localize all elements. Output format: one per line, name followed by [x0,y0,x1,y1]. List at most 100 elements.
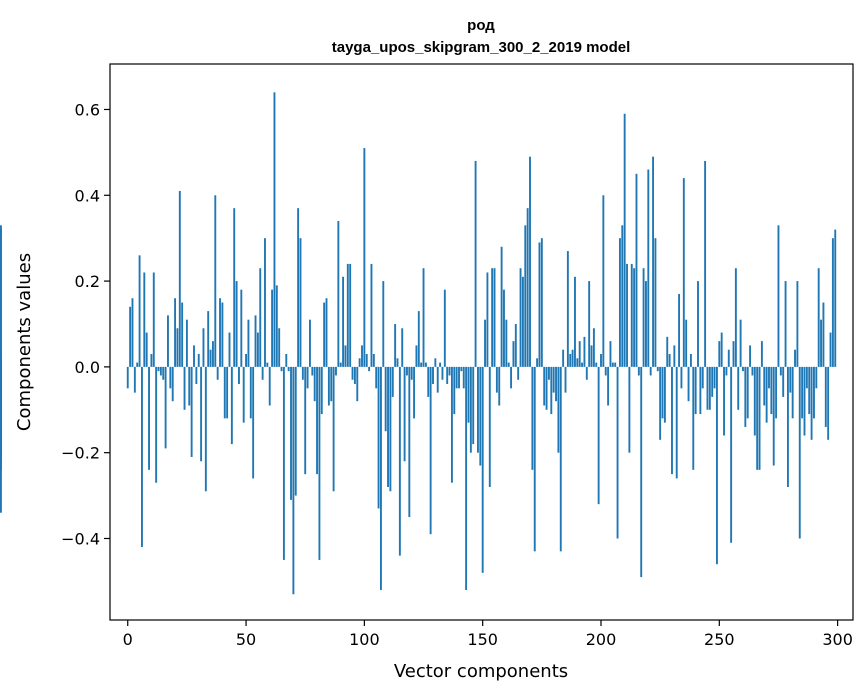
bar [666,336,669,367]
bar [562,349,565,367]
bar [365,354,368,367]
bar [536,358,539,367]
bar [718,341,721,367]
bar [207,311,210,367]
bar [782,366,785,397]
bar [238,366,240,385]
bar [550,366,553,415]
bar [491,268,494,367]
bar [616,366,619,539]
bar [330,366,333,402]
bar [228,332,231,367]
bar [278,328,281,367]
bar [479,366,482,466]
bar [829,332,832,367]
bar [450,366,453,483]
bar [678,293,681,367]
bar [356,366,359,402]
bars-group [0,92,837,595]
bar [730,366,733,543]
bar [181,302,184,367]
x-tick-label: 50 [236,630,256,649]
bar [512,341,515,367]
bar [202,328,205,367]
bar [642,268,645,367]
bar [521,276,524,367]
bar [377,366,380,509]
bar [671,366,673,475]
bar [503,289,505,367]
bar [692,366,695,470]
bar [327,366,330,406]
bar [656,366,659,372]
bar [547,366,550,380]
bar [600,354,602,367]
bar [706,366,709,410]
bar [772,366,775,466]
bar [519,268,522,367]
bar [694,366,697,415]
bar [545,366,548,410]
bar [507,362,510,367]
bar [259,268,262,367]
bar [268,366,271,406]
bar [441,366,444,380]
bar [318,366,321,560]
bar [223,366,226,419]
bar [749,345,752,367]
bar [174,298,177,367]
bar [148,366,150,470]
bar [742,366,744,372]
bar [621,225,624,367]
bar [183,366,186,410]
x-tick-label: 0 [123,630,133,649]
bar [320,366,323,415]
bar [538,242,541,367]
bar [637,366,640,376]
bar [363,148,366,367]
bar [604,366,607,376]
bar [597,366,600,505]
bar [358,358,361,367]
bar [185,319,188,367]
bar [164,366,167,449]
bar [344,345,347,367]
bar [571,349,574,367]
bar [701,366,704,389]
bar [176,328,179,367]
bar [443,289,446,367]
bar [628,366,631,453]
bar [138,255,141,367]
bar [448,366,451,376]
bar [171,366,174,402]
bar [382,281,385,367]
bar [495,366,498,393]
bar [689,354,692,367]
bar [531,366,534,470]
y-axis-label: Components values [14,253,35,431]
bar [585,366,588,380]
bar [337,221,340,367]
bar [141,366,143,548]
x-tick-label: 200 [586,630,617,649]
bar [753,366,756,436]
bar [167,315,169,367]
y-tick-label: 0.0 [75,358,100,377]
bar [699,366,702,415]
bar [467,366,470,423]
bar [159,366,162,376]
bar [133,366,136,393]
bar [727,349,730,367]
bar [708,366,711,410]
bar [592,328,595,367]
bar [517,366,520,380]
bar [661,366,664,419]
y-axis-ticks: −0.4 −0.2 0.0 0.2 0.4 0.6 [61,100,110,548]
bar [169,366,172,389]
bar [446,366,449,385]
bar [408,366,411,518]
bar [339,362,342,367]
bar [744,366,747,427]
bar [481,366,484,573]
bar [313,366,316,402]
